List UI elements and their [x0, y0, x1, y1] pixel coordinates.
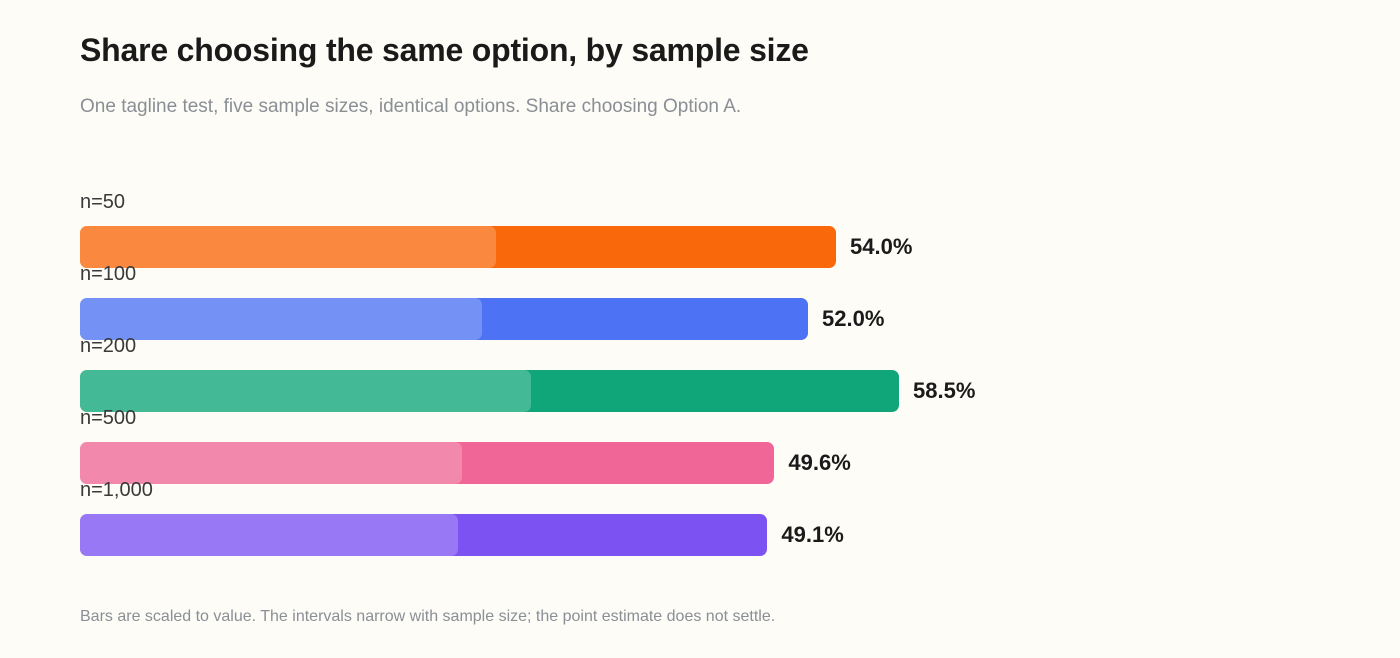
bar — [80, 226, 836, 268]
bar — [80, 514, 768, 556]
bar-row: n=500 49.6% — [80, 406, 1320, 484]
bar-row: n=50 54.0% — [80, 190, 1320, 268]
value-label: 49.1% — [781, 522, 844, 547]
value-label: 52.0% — [822, 306, 885, 331]
interval-segment — [80, 514, 458, 556]
value-label: 49.6% — [788, 450, 851, 475]
category-label: n=200 — [80, 335, 137, 357]
category-label: n=500 — [80, 407, 137, 429]
value-label: 54.0% — [850, 234, 913, 259]
chart-subtitle: One tagline test, five sample sizes, ide… — [80, 96, 742, 117]
interval-segment — [80, 226, 496, 268]
bar — [80, 370, 899, 412]
interval-segment — [80, 370, 531, 412]
category-label: n=50 — [80, 191, 126, 213]
bar — [80, 298, 808, 340]
chart-footnote: Bars are scaled to value. The intervals … — [80, 608, 776, 625]
bar-row: n=100 52.0% — [80, 262, 1320, 340]
chart-title: Share choosing the same option, by sampl… — [80, 32, 809, 68]
interval-segment — [80, 298, 482, 340]
category-label: n=1,000 — [80, 479, 153, 501]
category-label: n=100 — [80, 263, 137, 285]
bar-row: n=200 58.5% — [80, 334, 1320, 412]
value-label: 58.5% — [913, 378, 976, 403]
bar — [80, 442, 775, 484]
interval-segment — [80, 442, 463, 484]
bar-row: n=1,000 49.1% — [80, 478, 1320, 556]
